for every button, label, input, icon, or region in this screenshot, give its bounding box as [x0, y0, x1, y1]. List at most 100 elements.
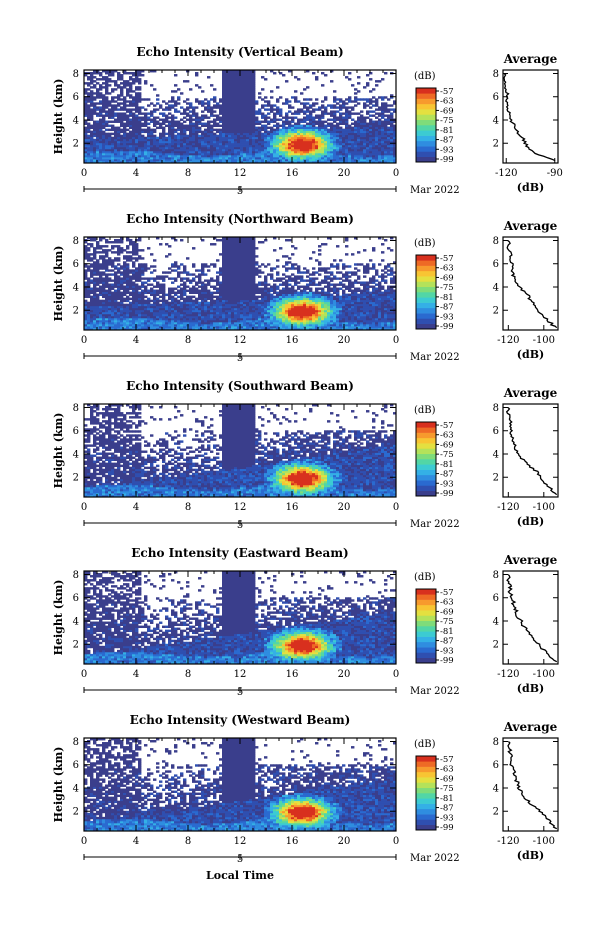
- colorbar-swatch: [416, 140, 436, 147]
- colorbar-swatch: [416, 125, 436, 131]
- echo-panel-2: Echo Intensity (Northward Beam)0 4 8 12 16 20…: [52, 212, 559, 364]
- colorbar-tick-label: -69: [440, 273, 454, 283]
- avg-x-label: (dB): [517, 849, 544, 862]
- y-axis-label: Height (km): [52, 79, 65, 155]
- colorbar-tick-label: -57: [440, 421, 454, 431]
- avg-y-tick-label: 2: [493, 640, 499, 651]
- x-tick-label: 20: [338, 669, 351, 680]
- x-tick-label: 8: [185, 502, 191, 513]
- colorbar-swatch: [416, 631, 436, 637]
- colorbar-swatch: [416, 777, 436, 783]
- avg-y-tick-label: 8: [493, 236, 499, 247]
- colorbar-swatch: [416, 270, 436, 277]
- colorbar-swatch: [416, 151, 436, 158]
- colorbar-unit: (dB): [414, 572, 436, 583]
- average-profile-line: [503, 73, 556, 162]
- colorbar-swatch: [416, 771, 436, 778]
- avg-x-tick-label: -120: [497, 502, 519, 513]
- colorbar-tick-label: -57: [440, 755, 454, 765]
- x-tick-label: 8: [185, 168, 191, 179]
- colorbar-tick-label: -87: [440, 470, 454, 480]
- x-tick-label: 4: [133, 502, 139, 513]
- date-label: Mar 2022: [410, 686, 460, 697]
- colorbar-tick-label: -81: [440, 794, 454, 804]
- y-tick-label: 6: [73, 760, 79, 771]
- average-profile-panel: Average 2 4 6 8 -120 -100 (dB): [493, 219, 559, 361]
- avg-y-tick-label: 4: [493, 449, 499, 460]
- colorbar-tick-label: -99: [440, 322, 454, 332]
- x-tick-label: 0: [393, 335, 399, 346]
- average-frame: [502, 403, 559, 498]
- colorbar-frame: [415, 755, 437, 831]
- colorbar-swatch: [416, 130, 436, 136]
- colorbar-swatch: [416, 323, 436, 330]
- colorbar-tick-label: -93: [440, 312, 454, 322]
- colorbar-swatch: [416, 480, 436, 486]
- average-profile-line: [505, 407, 558, 496]
- panel-title: Echo Intensity (Westward Beam): [130, 713, 351, 727]
- colorbar-tick-label: -81: [440, 126, 454, 136]
- colorbar-swatch: [416, 443, 436, 449]
- colorbar-swatch: [416, 276, 436, 282]
- colorbar-swatch: [416, 281, 436, 288]
- y-tick-label: 4: [73, 616, 79, 627]
- colorbar-tick-label: -99: [440, 489, 454, 499]
- x-tick-label: 20: [338, 836, 351, 847]
- x-tick-label: 16: [286, 836, 299, 847]
- x-tick-label: 16: [286, 669, 299, 680]
- colorbar-swatch: [416, 814, 436, 820]
- x-tick-label: 8: [185, 669, 191, 680]
- colorbar-swatch: [416, 119, 436, 126]
- colorbar-tick-label: -87: [440, 303, 454, 313]
- x-tick-label: 8: [185, 836, 191, 847]
- x-tick-label: 8: [185, 335, 191, 346]
- avg-x-tick-label: -100: [533, 669, 555, 680]
- x-tick-label: 16: [286, 168, 299, 179]
- colorbar-swatch: [416, 620, 436, 627]
- x-tick-label: 20: [338, 335, 351, 346]
- avg-x-tick-label: -90: [547, 168, 563, 179]
- average-profile-line: [507, 741, 558, 830]
- colorbar-swatch: [416, 793, 436, 799]
- colorbar-swatch: [416, 761, 436, 767]
- y-tick-label: 8: [73, 737, 79, 748]
- x-tick-label: 0: [393, 168, 399, 179]
- echo-heatmap: [84, 571, 397, 665]
- colorbar-swatch: [416, 469, 436, 476]
- colorbar-swatch: [416, 819, 436, 826]
- colorbar-frame: [415, 421, 437, 497]
- echo-panel-1: Echo Intensity (Vertical Beam) 0 4 8 12 16 20 0…: [52, 45, 563, 197]
- y-axis-label: Height (km): [52, 747, 65, 823]
- avg-y-tick-label: 4: [493, 783, 499, 794]
- colorbar-swatch: [416, 626, 436, 632]
- colorbar-swatch: [416, 652, 436, 659]
- colorbar-tick-label: -57: [440, 588, 454, 598]
- average-profile-panel: Average 2 4 6 8 -120 -90(dB): [493, 52, 563, 194]
- y-tick-label: 6: [73, 259, 79, 270]
- colorbar-tick-label: -75: [440, 283, 454, 293]
- panel-title: Echo Intensity (Northward Beam): [126, 212, 354, 226]
- colorbar-tick-label: -69: [440, 607, 454, 617]
- colorbar-swatch: [416, 318, 436, 325]
- colorbar-swatch: [416, 93, 436, 99]
- avg-y-tick-label: 6: [493, 426, 499, 437]
- colorbar-swatch: [416, 589, 436, 595]
- avg-y-tick-label: 6: [493, 760, 499, 771]
- colorbar-unit: (dB): [414, 405, 436, 416]
- colorbar-tick-label: -75: [440, 116, 454, 126]
- panel-title: Echo Intensity (Vertical Beam): [136, 45, 343, 59]
- colorbar-unit: (dB): [414, 71, 436, 82]
- x-tick-label: 12: [234, 836, 247, 847]
- x-tick-label: 0: [393, 502, 399, 513]
- colorbar-swatch: [416, 808, 436, 815]
- average-profile-line: [506, 574, 558, 663]
- colorbar-swatch: [416, 432, 436, 439]
- x-tick-label: 4: [133, 168, 139, 179]
- echo-panel-3: Echo Intensity (Southward Beam)0 4 8 12 16 20…: [52, 379, 559, 531]
- colorbar-tick-label: -57: [440, 254, 454, 264]
- colorbar-swatch: [416, 453, 436, 460]
- colorbar-swatch: [416, 98, 436, 105]
- y-tick-label: 2: [73, 807, 79, 818]
- colorbar-swatch: [416, 636, 436, 643]
